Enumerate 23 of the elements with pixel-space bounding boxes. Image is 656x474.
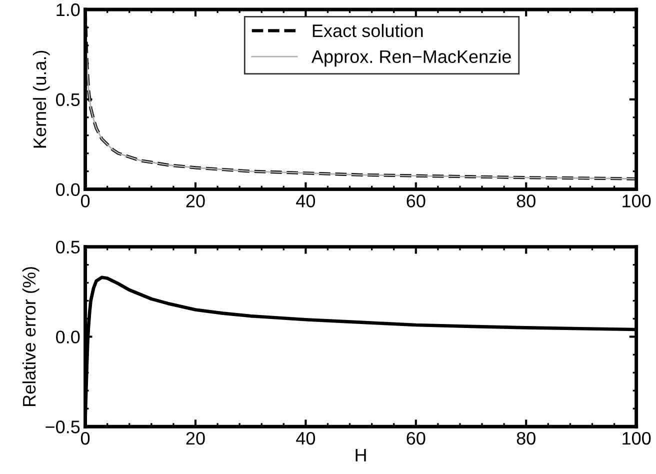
- x-tick-label: 40: [296, 432, 316, 445]
- x-tick-label: 0: [80, 194, 90, 208]
- legend-label: Approx. Ren−MacKenzie: [311, 50, 511, 67]
- y-axis-title: Relative error (%): [22, 267, 40, 406]
- x-tick-label: 80: [516, 194, 536, 208]
- y-tick-label: 1.0: [56, 3, 80, 16]
- x-tick-label: 60: [406, 432, 426, 445]
- x-tick-label: 100: [622, 432, 651, 445]
- x-tick-label: 20: [186, 432, 205, 445]
- x-axis-title: H: [356, 448, 366, 462]
- y-tick-label: 0.5: [56, 240, 80, 254]
- x-tick-label: 20: [186, 194, 205, 208]
- x-tick-label: 0: [80, 432, 90, 445]
- x-tick-label: 60: [406, 194, 426, 208]
- y-tick-label: 0.5: [56, 93, 80, 106]
- x-tick-label: 80: [516, 432, 536, 445]
- y-tick-label: 0.0: [56, 183, 80, 196]
- x-tick-label: 100: [622, 194, 651, 208]
- y-tick-label: −0.5: [46, 420, 80, 434]
- y-axis-title: Kernel (u.a.): [32, 50, 50, 148]
- y-tick-label: 0.0: [56, 330, 80, 344]
- x-tick-label: 40: [296, 194, 316, 208]
- legend-label: Exact solution: [312, 24, 423, 38]
